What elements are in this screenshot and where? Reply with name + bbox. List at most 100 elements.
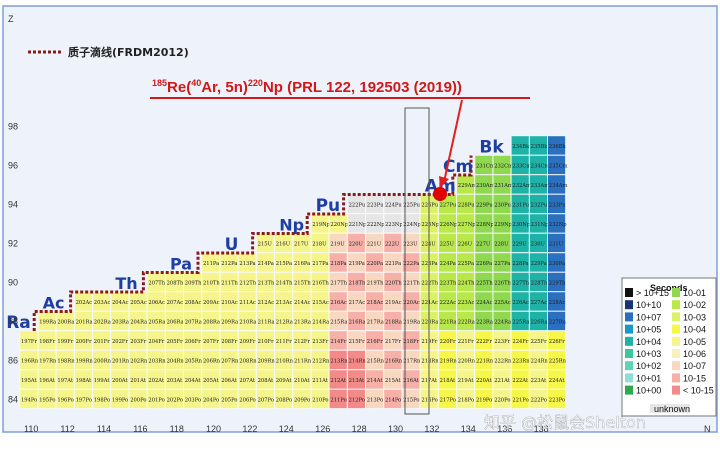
nuclide-cell-label: 212Rn [312, 358, 330, 364]
nuclide-cell-label: 228Th [531, 280, 548, 286]
nuclide-cell [511, 252, 530, 273]
nuclide-cell-label: 218Rn [421, 358, 439, 364]
nuclide-cell-label: 224Th [458, 280, 475, 286]
nuclide-cell [347, 350, 366, 370]
nuclide-cell-label: 203Fr [130, 339, 147, 345]
nuclide-cell-label: 223Np [385, 222, 403, 228]
nuclide-cell [383, 213, 402, 234]
nuclide-cell [347, 311, 366, 331]
nuclide-cell-label: 224Fr [512, 339, 529, 345]
nuclide-cell [402, 330, 421, 351]
nuclide-cell [438, 330, 457, 351]
nuclide-cell [292, 291, 311, 312]
nuclide-cell [493, 330, 512, 351]
nuclide-cell-label: 232Np [549, 222, 567, 228]
nuclide-cell-label: 227Np [458, 222, 476, 228]
nuclide-cell-label: 207Po [258, 397, 274, 403]
y-tick-label: 98 [8, 121, 18, 131]
nuclide-cell [238, 350, 257, 370]
nuclide-cell-label: 212Pa [221, 261, 237, 267]
nuclide-cell-label: 217Rn [403, 358, 421, 364]
nuclide-cell [438, 213, 457, 234]
nuclide-cell-label: 223Fr [494, 339, 511, 345]
nuclide-cell [274, 369, 293, 390]
nuclide-cell [493, 155, 512, 175]
nuclide-cell [201, 350, 220, 370]
nuclide-cell-label: 215Ac [312, 300, 329, 306]
nuclide-cell-label: 204Ra [130, 319, 147, 325]
legend-swatch [672, 349, 680, 358]
nuclide-cell-label: 231Np [531, 222, 549, 228]
nuclide-cell [256, 311, 275, 331]
legend-label: 10-15 [683, 373, 706, 383]
nuclide-cell-label: 226Th [494, 280, 511, 286]
nuclide-cell-label: 233Cm [512, 163, 531, 169]
nuclide-cell-label: 199Ra [39, 319, 56, 325]
nuclide-cell [292, 272, 311, 292]
nuclide-cell-label: 205Fr [167, 339, 184, 345]
nuclide-cell-label: 202Fr [112, 339, 129, 345]
nuclide-cell-label: 221At [494, 378, 511, 384]
reaction-part-f: Np (PRL 122, 192503 (2019)) [263, 79, 462, 96]
nuclide-cell-label: 212Ra [276, 319, 293, 325]
legend-swatch [625, 336, 633, 346]
nuclide-cell-label: 228Pu [458, 202, 475, 208]
nuclide-cell [110, 311, 129, 331]
nuclide-cell-label: 203Po [185, 397, 201, 403]
nuclide-cell [365, 252, 384, 273]
element-symbol: Np [279, 216, 304, 235]
nuclide-cell [238, 272, 257, 292]
nuclide-cell-label: 216Pa [294, 261, 310, 267]
nuclide-cell [547, 291, 566, 312]
nuclide-cell [529, 350, 548, 370]
nuclide-cell [493, 272, 512, 292]
nuclide-cell [402, 311, 421, 331]
x-tick-label: 116 [133, 424, 147, 434]
nuclide-cell-label: 236Bk [549, 144, 567, 150]
nuclide-cell [529, 174, 548, 195]
nuclide-cell [529, 213, 548, 234]
nuclide-cell-label: 210Rn [276, 358, 294, 364]
nuclide-cell [547, 213, 566, 234]
nuclide-cell-label: 227U [476, 241, 491, 247]
nuclide-cell-label: 230Am [476, 183, 495, 189]
legend-title: Seconds [650, 283, 688, 293]
nuclide-cell-label: 227Ac [531, 300, 548, 306]
nuclide-cell-label: 226Fr [549, 339, 566, 345]
nuclide-cell-label: 215U [258, 241, 273, 247]
nuclide-cell [474, 291, 493, 312]
nuclide-cell-label: 210Th [203, 280, 220, 286]
nuclide-cell-label: 216At [403, 378, 420, 384]
nuclide-cell-label: 221Fr [458, 339, 475, 345]
reaction-part-d: Ar, 5n) [201, 79, 248, 96]
nuclide-cell-label: 219Pa [349, 261, 365, 267]
nuclide-cell-label: 214Th [276, 280, 293, 286]
nuclide-cell [402, 369, 421, 390]
legend-label: 10-05 [683, 337, 706, 347]
nuclide-cell [201, 252, 220, 273]
nuclide-cell-label: 224Ra [494, 319, 511, 325]
legend-items: > 10+15 10+10 10+07 10+05 10+04 10+03 10+02 10+… [625, 288, 714, 414]
nuclide-cell-label: 225Ac [494, 300, 511, 306]
nuclide-cell [219, 291, 238, 312]
nuclide-cell [438, 311, 457, 331]
nuclide-cell [365, 291, 384, 312]
nuclide-cell-label: 221Np [349, 222, 367, 228]
nuclide-cell [128, 369, 147, 390]
x-tick-label: 132 [424, 424, 439, 434]
nuclide-cell [329, 350, 348, 370]
nuclide-cell-label: 235Cm [549, 163, 568, 169]
nuclide-cell-label: 221Pa [385, 261, 401, 267]
nuclide-cell-label: 199Po [112, 397, 128, 403]
nuclide-cell [274, 291, 293, 312]
x-tick-label: 120 [206, 424, 221, 434]
nuclide-cell [474, 272, 493, 292]
nuclide-cell [547, 174, 566, 195]
nuclide-cell-label: 222Fr [476, 339, 493, 345]
nuclide-cell-label: 226Np [440, 222, 458, 228]
legend-label: unknown [654, 404, 690, 414]
nuclide-cell [274, 311, 293, 331]
nuclide-cell-label: 230Pa [549, 261, 565, 267]
nuclide-cell-label: 215Fr [349, 339, 366, 345]
nuclide-cell [347, 330, 366, 351]
